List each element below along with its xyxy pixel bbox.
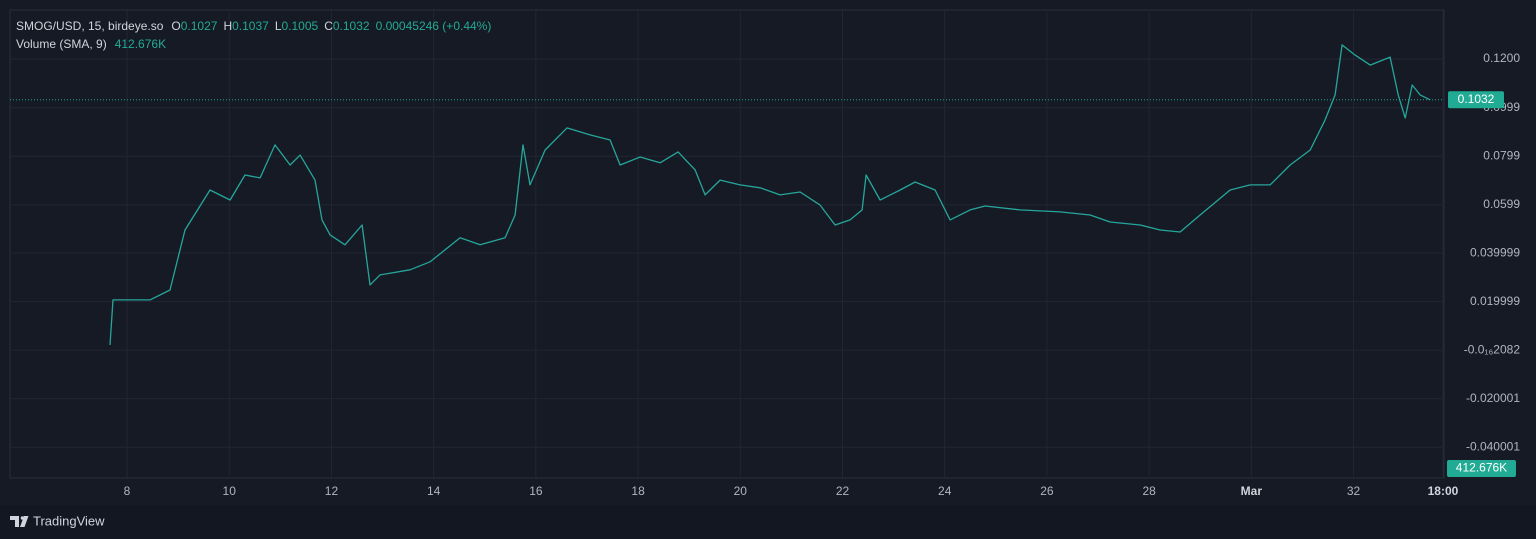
x-tick-label: 14: [427, 484, 441, 498]
y-tick-label: 0.0599: [1483, 197, 1520, 211]
x-tick-label: 28: [1142, 484, 1156, 498]
x-tick-label: 24: [938, 484, 952, 498]
brand: TradingView: [33, 513, 105, 528]
y-tick-label: 0.019999: [1470, 294, 1520, 308]
h-label: H: [223, 19, 232, 33]
x-tick-label: 10: [223, 484, 237, 498]
y-tick-label: -0.0₁₆2082: [1464, 342, 1521, 356]
price-line: [109, 44, 1431, 346]
l-label: L: [275, 19, 282, 33]
x-tick-label: 32: [1347, 484, 1361, 498]
o-label: O: [171, 19, 180, 33]
x-tick-label: 20: [734, 484, 748, 498]
legend-header: SMOG/USD, 15, birdeye.so O0.1027 H0.1037 L0…: [16, 19, 491, 33]
y-tick-label: -0.040001: [1466, 439, 1520, 453]
volume-header: Volume (SMA, 9) 412.676K: [16, 37, 166, 51]
open: 0.1027: [181, 19, 218, 33]
low: 0.1005: [282, 19, 319, 33]
volume-badge-label: 412.676K: [1456, 461, 1507, 475]
x-tick-label: 26: [1040, 484, 1054, 498]
last-price-label: 0.1032: [1458, 92, 1495, 106]
y-tick-label: 0.1200: [1483, 51, 1520, 65]
symbol: SMOG/USD, 15, birdeye.so: [16, 19, 164, 33]
y-tick-label: 0.0799: [1483, 148, 1520, 162]
marks: 0.12000.09990.07990.05990.0399990.019999…: [10, 10, 1520, 498]
x-tick-label: 16: [529, 484, 543, 498]
volume: 412.676K: [115, 37, 166, 51]
close: 0.1032: [333, 19, 370, 33]
x-tick-label: 22: [836, 484, 850, 498]
tv-dot: [20, 516, 25, 520]
tv-logo: TradingView: [10, 513, 105, 528]
x-tick-label: 12: [325, 484, 339, 498]
x-tick-label: 18: [631, 484, 645, 498]
x-tick-label: 8: [124, 484, 131, 498]
change: 0.00045246 (+0.44%): [376, 19, 492, 33]
volume-badge: [1447, 460, 1516, 477]
high: 0.1037: [232, 19, 269, 33]
y-tick-label: 0.039999: [1470, 245, 1520, 259]
last-price-badge: [1448, 91, 1504, 109]
plot-area: [9, 9, 1445, 479]
x-tick-label: Mar: [1241, 484, 1263, 498]
footer-bar: [0, 505, 1536, 539]
x-tick-label: 18:00: [1428, 484, 1459, 498]
c-label: C: [324, 19, 333, 33]
y-tick-label: -0.020001: [1466, 391, 1520, 405]
volume-label: Volume (SMA, 9): [16, 37, 107, 51]
